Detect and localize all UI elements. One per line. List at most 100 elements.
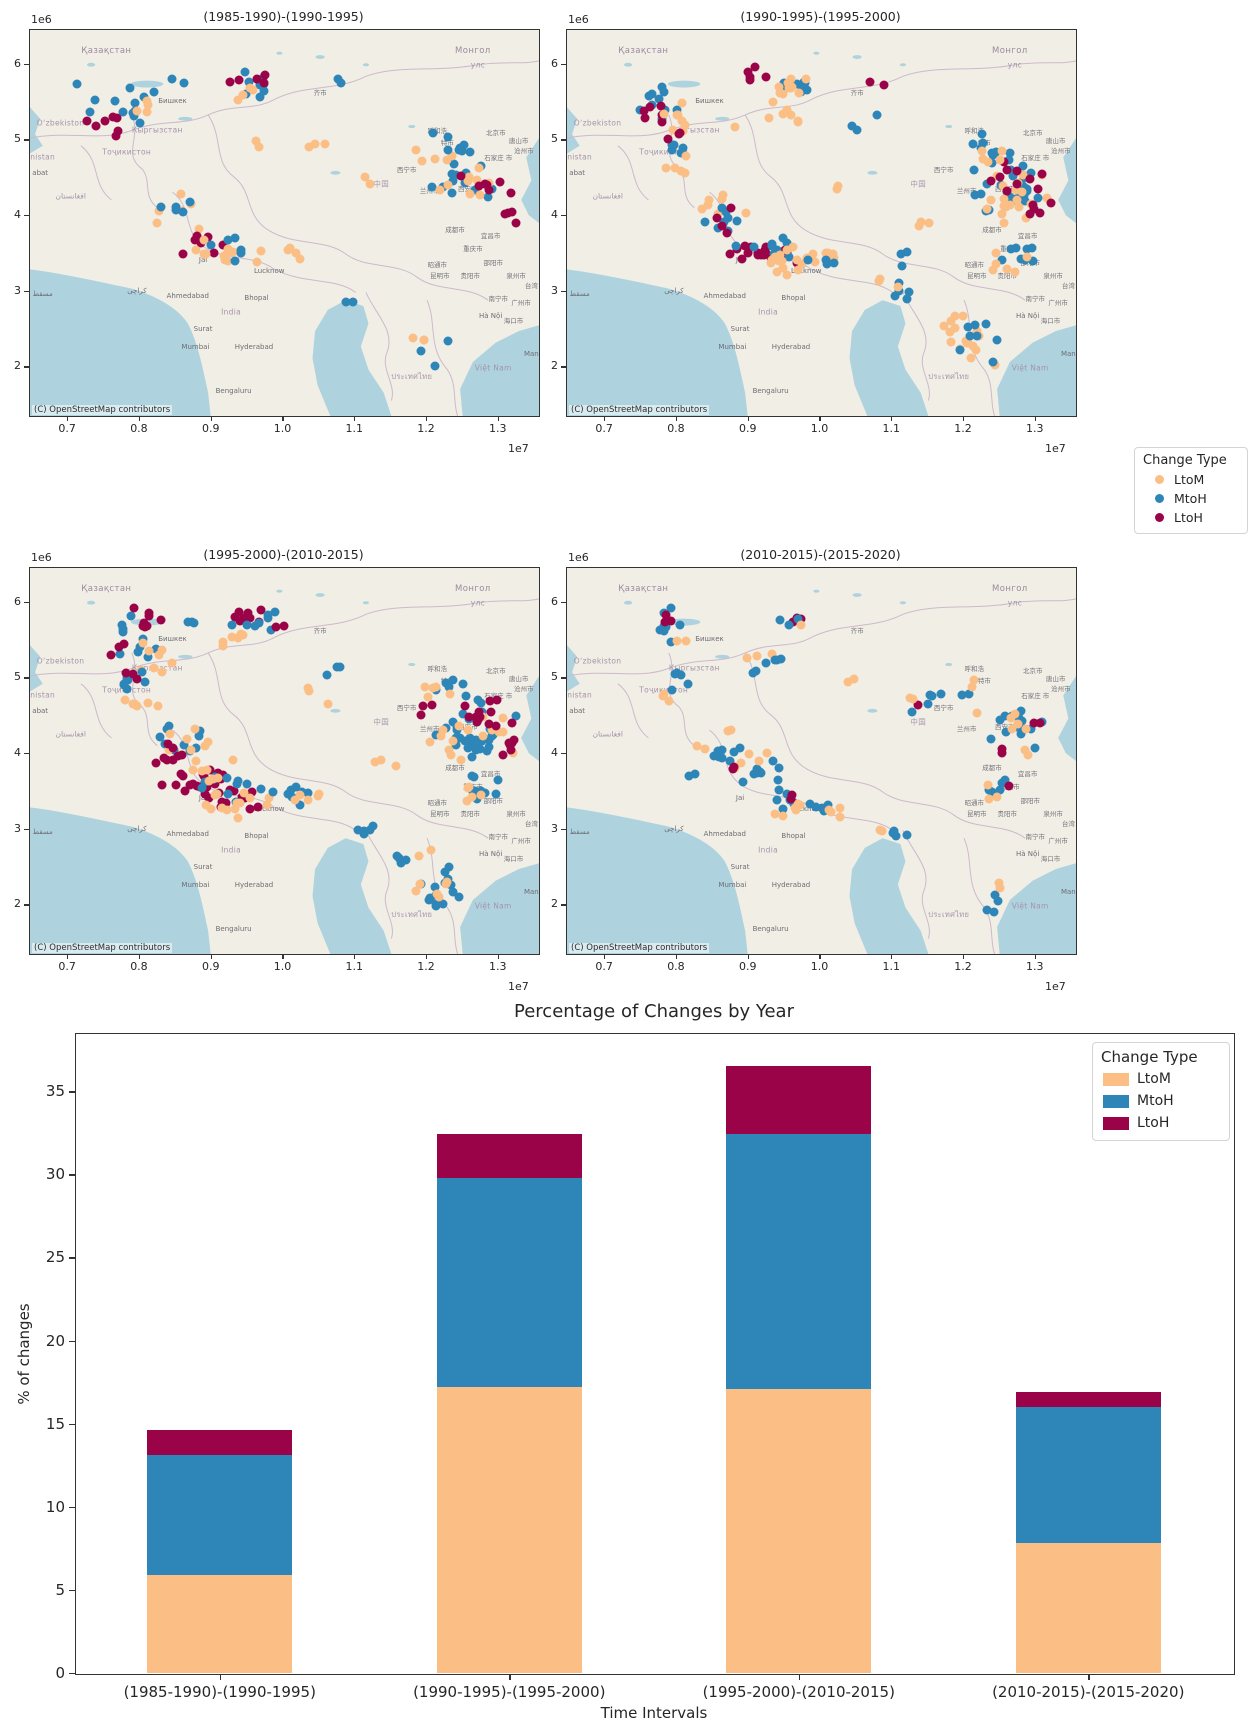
scatter-point-LtoM[interactable] <box>770 809 780 819</box>
scatter-point-LtoM[interactable] <box>999 194 1009 204</box>
scatter-point-LtoH[interactable] <box>761 242 771 252</box>
scatter-point-LtoM[interactable] <box>939 321 949 331</box>
scatter-point-LtoM[interactable] <box>285 243 295 253</box>
scatter-point-LtoM[interactable] <box>212 789 222 799</box>
scatter-point-LtoM[interactable] <box>833 181 843 191</box>
scatter-point-MtoH[interactable] <box>793 614 803 624</box>
scatter-point-MtoH[interactable] <box>425 893 435 903</box>
scatter-point-LtoH[interactable] <box>737 254 747 264</box>
scatter-point-LtoH[interactable] <box>230 612 240 622</box>
scatter-point-LtoM[interactable] <box>152 218 162 228</box>
scatter-point-MtoH[interactable] <box>772 795 782 805</box>
scatter-point-LtoM[interactable] <box>233 95 243 105</box>
scatter-point-LtoM[interactable] <box>128 699 138 709</box>
scatter-point-MtoH[interactable] <box>667 685 677 695</box>
scatter-point-MtoH[interactable] <box>891 831 901 841</box>
scatter-point-LtoM[interactable] <box>659 109 669 119</box>
map-legend-item-LtoH[interactable]: LtoH <box>1143 508 1237 527</box>
scatter-point-LtoM[interactable] <box>978 154 988 164</box>
scatter-point-LtoH[interactable] <box>997 748 1007 758</box>
scatter-point-MtoH[interactable] <box>72 79 82 89</box>
scatter-point-LtoM[interactable] <box>971 345 981 355</box>
scatter-point-LtoH[interactable] <box>106 650 116 660</box>
scatter-point-LtoH[interactable] <box>279 621 289 631</box>
scatter-point-LtoM[interactable] <box>165 729 175 739</box>
scatter-point-LtoM[interactable] <box>664 696 674 706</box>
scatter-point-LtoM[interactable] <box>144 646 154 656</box>
scatter-point-MtoH[interactable] <box>401 855 411 865</box>
scatter-point-LtoM[interactable] <box>792 255 802 265</box>
scatter-point-MtoH[interactable] <box>872 110 882 120</box>
scatter-point-LtoH[interactable] <box>168 755 178 765</box>
scatter-point-MtoH[interactable] <box>995 715 1005 725</box>
scatter-point-LtoH[interactable] <box>1025 209 1035 219</box>
scatter-point-LtoH[interactable] <box>1002 186 1012 196</box>
scatter-point-LtoM[interactable] <box>786 110 796 120</box>
scatter-point-LtoH[interactable] <box>1025 174 1035 184</box>
scatter-point-MtoH[interactable] <box>1005 148 1015 158</box>
scatter-point-MtoH[interactable] <box>1027 243 1037 253</box>
scatter-point-MtoH[interactable] <box>735 743 745 753</box>
scatter-point-LtoM[interactable] <box>999 218 1009 228</box>
scatter-point-MtoH[interactable] <box>896 249 906 259</box>
scatter-point-MtoH[interactable] <box>236 245 246 255</box>
scatter-point-LtoH[interactable] <box>1035 208 1045 218</box>
scatter-point-LtoM[interactable] <box>290 795 300 805</box>
scatter-point-MtoH[interactable] <box>335 662 345 672</box>
scatter-point-LtoM[interactable] <box>182 734 192 744</box>
scatter-point-LtoM[interactable] <box>1023 750 1033 760</box>
scatter-point-MtoH[interactable] <box>230 256 240 266</box>
scatter-point-LtoH[interactable] <box>506 745 516 755</box>
scatter-point-MtoH[interactable] <box>721 207 731 217</box>
scatter-point-MtoH[interactable] <box>443 336 453 346</box>
scatter-point-LtoM[interactable] <box>462 796 472 806</box>
scatter-point-MtoH[interactable] <box>1000 711 1010 721</box>
scatter-point-LtoH[interactable] <box>168 743 178 753</box>
scatter-point-LtoM[interactable] <box>681 636 691 646</box>
scatter-point-MtoH[interactable] <box>738 777 748 787</box>
scatter-point-MtoH[interactable] <box>972 331 982 341</box>
scatter-point-MtoH[interactable] <box>772 245 782 255</box>
scatter-point-LtoM[interactable] <box>767 255 777 265</box>
scatter-point-MtoH[interactable] <box>151 644 161 654</box>
scatter-point-LtoH[interactable] <box>500 209 510 219</box>
scatter-point-MtoH[interactable] <box>672 668 682 678</box>
scatter-point-LtoH[interactable] <box>865 77 875 87</box>
scatter-point-MtoH[interactable] <box>465 147 475 157</box>
scatter-point-MtoH[interactable] <box>1026 168 1036 178</box>
scatter-point-LtoM[interactable] <box>680 168 690 178</box>
scatter-point-LtoM[interactable] <box>230 804 240 814</box>
scatter-point-LtoH[interactable] <box>91 121 101 131</box>
scatter-point-MtoH[interactable] <box>904 287 914 297</box>
scatter-point-LtoH[interactable] <box>218 240 228 250</box>
scatter-point-LtoM[interactable] <box>476 790 486 800</box>
scatter-point-LtoM[interactable] <box>797 259 807 269</box>
scatter-point-LtoM[interactable] <box>310 139 320 149</box>
scatter-point-MtoH[interactable] <box>396 858 406 868</box>
scatter-point-LtoM[interactable] <box>875 825 885 835</box>
bar-legend-item-LtoM[interactable]: LtoM <box>1101 1068 1219 1090</box>
scatter-point-MtoH[interactable] <box>989 907 999 917</box>
scatter-point-LtoM[interactable] <box>717 194 727 204</box>
scatter-point-MtoH[interactable] <box>394 853 404 863</box>
scatter-point-LtoH[interactable] <box>209 248 219 258</box>
scatter-point-LtoH[interactable] <box>114 642 124 652</box>
scatter-point-LtoM[interactable] <box>768 97 778 107</box>
scatter-point-LtoM[interactable] <box>463 783 473 793</box>
scatter-point-LtoH[interactable] <box>1029 718 1039 728</box>
scatter-point-LtoM[interactable] <box>778 263 788 273</box>
scatter-point-MtoH[interactable] <box>185 197 195 207</box>
scatter-point-LtoM[interactable] <box>498 727 508 737</box>
scatter-point-LtoM[interactable] <box>408 333 418 343</box>
scatter-point-LtoM[interactable] <box>474 163 484 173</box>
scatter-point-LtoM[interactable] <box>138 638 148 648</box>
scatter-point-MtoH[interactable] <box>430 882 440 892</box>
scatter-point-LtoM[interactable] <box>252 257 262 267</box>
scatter-point-LtoM[interactable] <box>1021 724 1031 734</box>
scatter-point-MtoH[interactable] <box>1006 244 1016 254</box>
scatter-point-LtoH[interactable] <box>997 744 1007 754</box>
scatter-point-MtoH[interactable] <box>164 721 174 731</box>
scatter-point-LtoM[interactable] <box>988 265 998 275</box>
scatter-point-MtoH[interactable] <box>448 717 458 727</box>
scatter-point-LtoM[interactable] <box>1017 187 1027 197</box>
